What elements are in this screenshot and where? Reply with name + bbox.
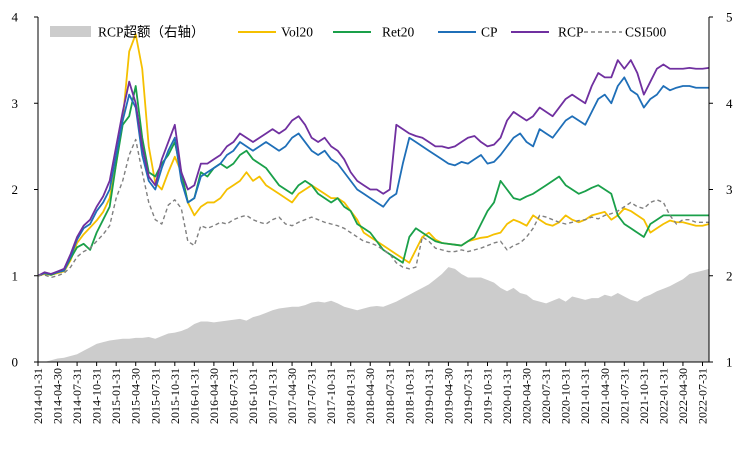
x-tick-label: 2019-04-30	[441, 368, 455, 424]
x-tick-label: 2020-01-31	[500, 368, 514, 424]
x-tick-label: 2016-04-30	[207, 368, 221, 424]
x-axis-ticks: 2014-01-31 2014-04-30 2014-07-31 2014-10-31…	[31, 362, 709, 424]
x-tick-label: 2021-10-31	[637, 368, 651, 424]
right-tick-label: 4	[726, 96, 733, 111]
legend-label-cp: CP	[481, 25, 498, 40]
x-tick-label: 2016-07-31	[226, 368, 240, 424]
x-tick-label: 2015-07-31	[148, 368, 162, 424]
x-tick-label: 2015-01-31	[109, 368, 123, 424]
left-tick-label: 2	[12, 182, 19, 197]
legend-label-rcp: RCP	[558, 25, 584, 40]
x-tick-label: 2017-01-31	[266, 368, 280, 424]
x-tick-label: 2018-01-31	[344, 368, 358, 424]
legend-label-excess: RCP超额（右轴）	[98, 25, 205, 40]
x-tick-label: 2018-10-31	[402, 368, 416, 424]
x-tick-label: 2020-07-31	[539, 368, 553, 424]
line-ret20	[37, 85, 709, 277]
right-tick-label: 3	[726, 182, 733, 197]
line-rcp	[37, 59, 710, 277]
x-tick-label: 2017-10-31	[324, 368, 338, 424]
excess-area-layer	[38, 267, 709, 362]
legend: RCP超额（右轴） Vol20 Ret20 CP RCP CSI500	[50, 25, 667, 40]
line-csi500	[37, 138, 709, 279]
legend-label-ret20: Ret20	[382, 25, 414, 40]
line-vol20	[37, 33, 710, 277]
right-tick-label: 5	[726, 10, 733, 25]
x-tick-label: 2018-07-31	[383, 368, 397, 424]
x-tick-label: 2019-01-31	[422, 368, 436, 424]
x-tick-label: 2019-10-31	[481, 368, 495, 424]
x-tick-label: 2014-04-30	[51, 368, 65, 424]
x-tick-label: 2022-04-30	[676, 368, 690, 424]
x-tick-label: 2018-04-30	[363, 368, 377, 424]
left-tick-label: 1	[12, 268, 19, 283]
x-tick-label: 2021-04-30	[598, 368, 612, 424]
x-tick-label: 2017-04-30	[285, 368, 299, 424]
line-cp	[37, 76, 709, 277]
left-tick-label: 0	[12, 355, 19, 370]
legend-swatch-excess	[50, 26, 91, 37]
x-tick-label: 2020-10-31	[559, 368, 573, 424]
x-tick-label: 2021-07-31	[617, 368, 631, 424]
left-tick-label: 4	[12, 10, 19, 25]
x-tick-label: 2017-07-31	[305, 368, 319, 424]
series-lines-layer	[37, 33, 710, 279]
x-tick-label: 2014-07-31	[70, 368, 84, 424]
x-tick-label: 2016-01-31	[187, 368, 201, 424]
x-tick-label: 2016-10-31	[246, 368, 260, 424]
right-tick-label: 1	[726, 355, 733, 370]
x-tick-label: 2020-04-30	[520, 368, 534, 424]
x-tick-label: 2019-07-31	[461, 368, 475, 424]
x-tick-label: 2022-07-31	[695, 368, 709, 424]
right-axis-ticks: 1 2 3 4 5	[709, 10, 733, 370]
area-excess-return	[38, 267, 709, 362]
legend-label-csi500: CSI500	[625, 25, 667, 40]
legend-label-vol20: Vol20	[281, 25, 313, 40]
left-axis-ticks: 0 1 2 3 4	[12, 10, 38, 370]
x-tick-label: 2021-01-31	[578, 368, 592, 424]
right-tick-label: 2	[726, 268, 733, 283]
left-tick-label: 3	[12, 96, 19, 111]
x-tick-label: 2015-10-31	[168, 368, 182, 424]
x-tick-label: 2015-04-30	[129, 368, 143, 424]
x-tick-label: 2014-10-31	[90, 368, 104, 424]
x-tick-label: 2014-01-31	[31, 368, 45, 424]
x-tick-label: 2022-01-31	[656, 368, 670, 424]
